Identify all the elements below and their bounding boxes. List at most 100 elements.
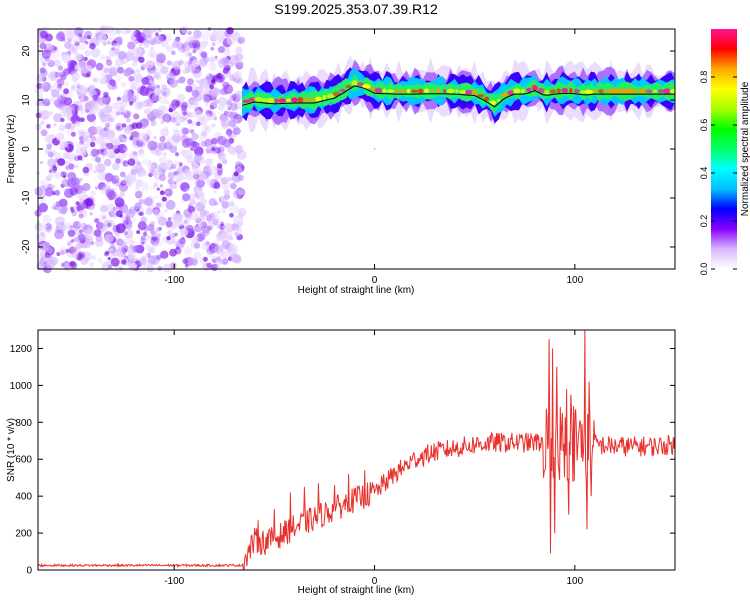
colorbar-tick-label: 0.4 bbox=[699, 167, 709, 180]
snr-ytick-label: 400 bbox=[15, 492, 32, 503]
noise-blob bbox=[220, 251, 229, 259]
noise-blob bbox=[54, 98, 64, 109]
noise-blob bbox=[216, 264, 224, 272]
noise-blob bbox=[195, 233, 205, 242]
noise-blob bbox=[214, 201, 219, 206]
noise-blob bbox=[228, 203, 239, 214]
noise-blob bbox=[127, 158, 136, 166]
signal-hotspot bbox=[501, 92, 509, 98]
noise-blob bbox=[153, 182, 158, 187]
noise-blob bbox=[160, 128, 169, 137]
signal-hotspot bbox=[443, 89, 447, 93]
noise-blob bbox=[64, 81, 70, 87]
noise-blob bbox=[128, 81, 135, 87]
noise-blob bbox=[217, 58, 228, 69]
noise-blob bbox=[66, 155, 71, 159]
noise-blob bbox=[53, 123, 57, 127]
noise-blob bbox=[189, 211, 199, 220]
noise-blob bbox=[39, 42, 47, 50]
noise-blob bbox=[168, 166, 173, 171]
noise-blob bbox=[193, 146, 204, 156]
noise-blob bbox=[124, 231, 128, 236]
noise-blob bbox=[39, 179, 48, 188]
noise-blob bbox=[237, 174, 244, 182]
noise-blob bbox=[198, 172, 208, 182]
noise-blob bbox=[138, 56, 145, 63]
noise-blob bbox=[176, 122, 180, 127]
noise-blob bbox=[111, 47, 115, 51]
snr-plot-area bbox=[37, 329, 676, 571]
noise-blob bbox=[132, 245, 141, 253]
noise-blob bbox=[109, 117, 115, 123]
signal-hotspot bbox=[489, 100, 497, 105]
noise-blob bbox=[78, 60, 87, 68]
noise-blob bbox=[66, 31, 75, 39]
noise-blob bbox=[210, 87, 220, 97]
noise-blob bbox=[150, 185, 155, 190]
noise-blob bbox=[207, 145, 212, 150]
signal-hotspot bbox=[369, 86, 376, 92]
noise-blob bbox=[63, 88, 70, 95]
noise-blob bbox=[92, 94, 99, 101]
noise-blob bbox=[66, 146, 70, 150]
noise-blob bbox=[116, 99, 123, 106]
noise-blob bbox=[205, 178, 212, 185]
noise-blob bbox=[191, 89, 200, 98]
noise-blob bbox=[93, 229, 102, 237]
noise-blob bbox=[152, 208, 160, 216]
colorbar-ticks: 0.0 0.2 0.4 0.6 0.8 bbox=[699, 71, 737, 276]
noise-blob bbox=[160, 39, 169, 48]
signal-hotspot bbox=[634, 89, 640, 94]
noise-blob bbox=[142, 158, 150, 166]
noise-blob bbox=[218, 36, 225, 42]
colorbar-tick-label: 0.0 bbox=[699, 263, 709, 276]
signal-hotspot bbox=[569, 87, 573, 94]
noise-blob bbox=[124, 51, 135, 62]
noise-blob bbox=[155, 32, 159, 37]
noise-blob bbox=[155, 202, 161, 208]
noise-blob bbox=[230, 93, 238, 101]
noise-blob bbox=[135, 165, 144, 174]
noise-blob bbox=[165, 100, 170, 105]
noise-blob bbox=[54, 172, 61, 179]
noise-blob bbox=[194, 110, 203, 118]
noise-blob bbox=[215, 77, 219, 81]
noise-blob bbox=[155, 149, 162, 157]
noise-blob bbox=[59, 71, 66, 78]
noise-blob bbox=[137, 221, 147, 231]
signal-hotspot bbox=[459, 90, 467, 94]
noise-blob bbox=[164, 209, 168, 213]
snr-ylabel: SNR (10 * v/v) bbox=[6, 418, 17, 482]
noise-blob bbox=[182, 258, 189, 265]
noise-blob bbox=[108, 110, 118, 120]
noise-blob bbox=[70, 70, 80, 80]
colorbar-tick-label: 0.8 bbox=[699, 71, 709, 84]
signal-hotspot bbox=[614, 88, 624, 95]
noise-blob bbox=[153, 135, 157, 140]
noise-blob bbox=[189, 36, 198, 44]
snr-ytick-label: 0 bbox=[26, 566, 32, 577]
noise-blob bbox=[92, 120, 97, 125]
noise-blob bbox=[150, 46, 155, 51]
noise-blob bbox=[223, 222, 233, 233]
signal-hotspot bbox=[531, 84, 538, 91]
noise-blob bbox=[103, 91, 109, 98]
noise-blob bbox=[145, 59, 155, 69]
noise-blob bbox=[156, 227, 161, 232]
noise-blob bbox=[191, 121, 196, 126]
noise-blob bbox=[67, 229, 76, 237]
noise-blob bbox=[172, 212, 183, 222]
noise-blob bbox=[165, 220, 173, 228]
noise-blob bbox=[202, 228, 211, 237]
noise-blob bbox=[107, 257, 111, 261]
noise-blob bbox=[173, 129, 180, 137]
noise-blob bbox=[188, 99, 198, 109]
snr-xlabel: Height of straight line (km) bbox=[298, 585, 415, 596]
noise-blob bbox=[199, 224, 203, 228]
noise-blob bbox=[209, 101, 218, 110]
noise-blob bbox=[121, 123, 127, 128]
noise-blob bbox=[147, 224, 155, 232]
noise-blob bbox=[170, 116, 177, 123]
noise-blob bbox=[138, 257, 147, 266]
